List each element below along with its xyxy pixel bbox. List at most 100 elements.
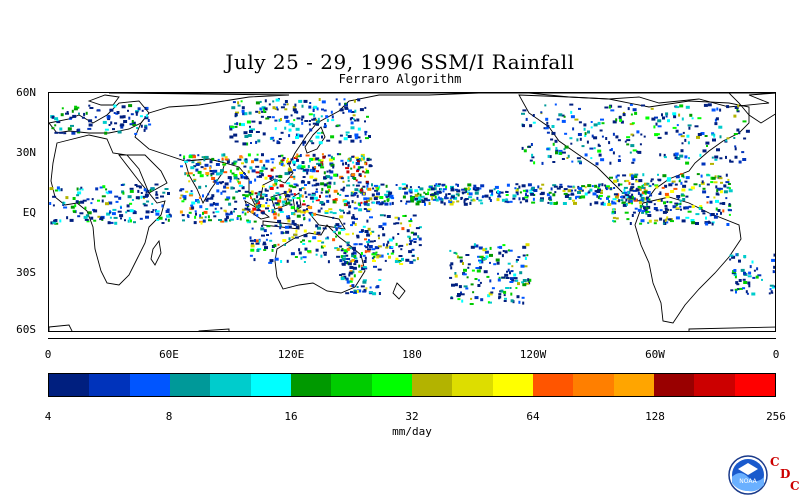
rain-pixel (600, 118, 604, 121)
rain-pixel (443, 202, 446, 206)
rain-pixel (343, 98, 346, 101)
rain-pixel (717, 209, 721, 212)
rain-pixel (577, 191, 581, 194)
rain-pixel (356, 194, 359, 198)
rain-pixel (711, 176, 716, 180)
rain-pixel (706, 183, 710, 186)
rain-pixel (715, 199, 719, 203)
rain-pixel (426, 199, 431, 202)
rain-pixel (62, 201, 65, 205)
rain-pixel (273, 216, 277, 220)
rain-pixel (371, 183, 373, 187)
rain-pixel (128, 217, 131, 221)
rain-pixel (71, 131, 76, 135)
rain-pixel (299, 154, 302, 157)
rain-pixel (335, 223, 340, 227)
rain-pixel (733, 133, 738, 135)
rain-pixel (643, 206, 646, 210)
lon-label-120w: 120W (519, 348, 547, 361)
rain-pixel (520, 264, 525, 268)
rain-pixel (224, 198, 229, 201)
rain-pixel (134, 184, 138, 186)
rain-pixel (632, 211, 636, 214)
rain-pixel (354, 109, 357, 113)
rain-pixel (278, 138, 282, 140)
rain-pixel (302, 140, 307, 144)
rain-pixel (716, 148, 720, 152)
rain-pixel (76, 187, 79, 191)
rain-pixel (282, 239, 287, 242)
rain-pixel (108, 124, 111, 126)
rain-pixel (629, 195, 633, 199)
rain-pixel (570, 142, 573, 145)
rain-pixel (480, 184, 485, 188)
rain-pixel (330, 110, 333, 114)
rain-pixel (382, 222, 387, 226)
rain-pixel (224, 158, 229, 161)
rain-pixel (366, 209, 371, 213)
rain-pixel (500, 191, 504, 194)
rain-pixel (366, 115, 369, 118)
rain-pixel (643, 135, 646, 138)
rain-pixel (308, 211, 313, 214)
rain-pixel (179, 210, 183, 214)
rain-pixel (627, 107, 630, 111)
rain-pixel (726, 137, 730, 140)
rain-pixel (653, 203, 656, 206)
rain-pixel (353, 177, 357, 180)
rain-pixel (531, 153, 534, 157)
rain-pixel (615, 135, 619, 139)
rain-pixel (738, 160, 742, 164)
rain-pixel (233, 210, 235, 213)
rain-pixel (450, 266, 453, 270)
rain-pixel (230, 125, 234, 128)
rain-pixel (614, 195, 619, 199)
rain-pixel (612, 208, 615, 211)
rain-pixel (235, 111, 239, 114)
rain-pixel (678, 179, 681, 181)
rain-pixel (691, 117, 694, 120)
rain-pixel (519, 201, 522, 204)
rain-pixel (341, 248, 344, 250)
rain-pixel (620, 120, 624, 124)
rain-pixel (495, 258, 500, 262)
rain-pixel (262, 241, 266, 244)
rain-pixel (315, 253, 318, 256)
rain-pixel (631, 177, 635, 180)
rain-pixel (562, 190, 566, 192)
rain-pixel (479, 255, 484, 258)
rain-pixel (617, 159, 621, 162)
rain-pixel (126, 204, 130, 208)
rain-pixel (418, 196, 422, 200)
rain-pixel (329, 211, 333, 214)
rain-pixel (706, 145, 708, 147)
rain-pixel (351, 254, 355, 258)
rain-pixel (751, 260, 754, 264)
rain-pixel (716, 189, 719, 193)
rain-pixel (300, 180, 305, 184)
rain-pixel (345, 277, 349, 281)
rain-pixel (646, 182, 650, 185)
rain-pixel (608, 187, 612, 190)
rain-pixel (352, 251, 357, 255)
rain-pixel (122, 115, 126, 119)
rain-pixel (108, 190, 113, 194)
rain-pixel (736, 110, 740, 113)
rain-pixel (320, 245, 324, 249)
rain-pixel (654, 184, 659, 187)
rain-pixel (559, 183, 563, 186)
rain-pixel (525, 193, 527, 197)
rain-pixel (616, 174, 620, 177)
rain-pixel (364, 132, 367, 136)
rain-pixel (365, 137, 369, 140)
lat-label-30n: 30N (16, 146, 36, 159)
rain-pixel (717, 175, 720, 178)
rain-pixel (74, 105, 78, 109)
rain-pixel (319, 201, 324, 204)
rain-pixel (99, 218, 104, 221)
rain-pixel (354, 188, 359, 192)
rain-pixel (770, 290, 773, 294)
rain-pixel (254, 158, 259, 161)
colorbar-tick-16: 16 (284, 410, 298, 423)
rain-pixel (114, 195, 119, 198)
